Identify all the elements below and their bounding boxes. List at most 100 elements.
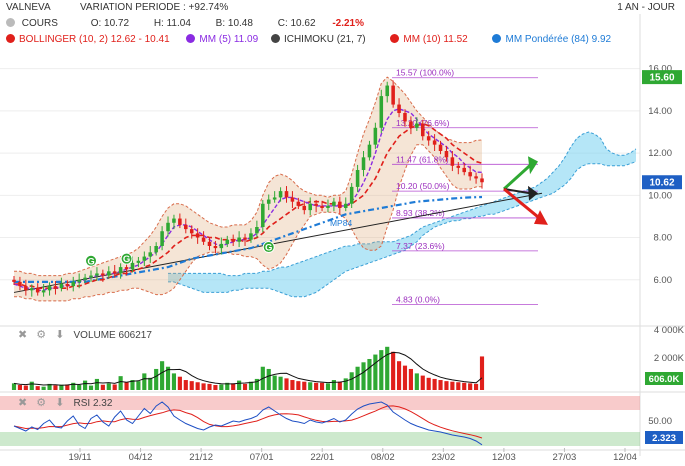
x-tick-label: 23/02 [431,452,455,463]
volume-y-tick: 2 000K [654,353,685,364]
indicator-wma84[interactable]: MM Pondérée (84) 9.92 [492,34,611,45]
candle [136,260,141,263]
candle [349,186,354,204]
volume-bar [47,383,52,390]
volume-bar [420,375,425,390]
volume-bar [118,376,123,390]
volume-bar [35,386,40,390]
volume-bar [201,383,206,390]
header-variation: VARIATION PERIODE : +92.74% [80,2,229,13]
candle [154,246,158,253]
volume-bar [432,378,437,390]
volume-bar [59,384,64,390]
volume-bar [314,382,319,390]
change-value: -2.21% [332,18,364,29]
indicator-legend: BOLLINGER (10, 2) 12.62 - 10.41 MM (5) 1… [6,34,611,45]
volume-bar [254,378,259,390]
rsi-y-tick: 50.00 [648,416,672,427]
candle [142,256,147,261]
rsi-signal-line [13,405,483,439]
trend-arrow-up-head [528,156,538,175]
y-tick-label: 12.00 [648,148,672,159]
signal-badge [85,254,98,267]
arrow-down-icon[interactable]: ⬇ [55,397,65,409]
volume-bar [242,383,248,390]
candle [355,170,360,187]
candle [320,205,324,208]
fibonacci-label: 10.20 (50.0%) [396,181,450,191]
signal-badge-label: G [265,243,272,254]
candle [249,233,253,240]
close-icon[interactable]: ✖ [18,329,28,341]
candle [468,172,472,177]
candle [278,191,283,198]
volume-bar [396,361,402,390]
volume-last-text: 606.0K [649,374,680,385]
candle [29,288,34,291]
indicator-mm5[interactable]: MM (5) 11.09 [186,34,258,45]
candle [255,227,259,234]
gear-icon[interactable]: ⚙ [36,329,47,341]
volume-bar [373,354,378,390]
volume-bar [479,356,485,390]
volume-bar [278,376,283,390]
indicator-bollinger[interactable]: BOLLINGER (10, 2) 12.62 - 10.41 [6,34,170,45]
candle [456,165,461,168]
x-tick-label: 27/03 [553,452,577,463]
x-tick-label: 12/03 [492,452,516,463]
fibonacci-label: 15.57 (100.0%) [396,68,454,78]
candle [18,281,22,287]
gear-icon[interactable]: ⚙ [36,397,47,409]
candle [480,178,484,183]
volume-bar [142,373,147,390]
y-tick-label: 10.00 [648,190,672,201]
bollinger-band-lower [14,144,483,302]
candle [219,243,224,249]
volume-bar [130,380,135,390]
volume-bar [290,380,295,390]
volume-bar [189,381,194,390]
volume-bar [53,385,58,390]
volume-bar [450,381,455,390]
candle [426,136,431,141]
indicator-ichimoku[interactable]: ICHIMOKU (21, 7) [270,34,366,45]
candle [397,104,401,113]
candle [184,224,188,230]
candle [474,176,478,179]
volume-bar [77,385,82,390]
candle [338,201,342,208]
candle [35,288,40,293]
volume-bar [231,383,236,390]
close-icon[interactable]: ✖ [18,397,28,409]
rsi-last-text: 2.323 [652,433,676,444]
volume-bar [88,385,94,390]
ichimoku-cloud-lower [168,161,637,298]
cours-row: COURS O: 10.72 H: 11.04 B: 10.48 C: 10.6… [6,18,364,29]
period-label[interactable]: 1 AN - JOUR [617,2,675,13]
trend-arrow-flat [503,188,531,195]
bollinger-dot-icon [6,34,15,43]
rsi-label: RSI 2.32 [73,398,113,409]
volume-bar [225,382,230,390]
y-tick-label: 16.00 [648,64,672,75]
volume-bar [183,380,188,390]
candle [266,199,271,204]
rsi-line [13,401,483,446]
volume-bar [385,346,390,390]
candle [420,123,425,137]
candle [379,96,384,128]
indicator-mm10[interactable]: MM (10) 11.52 [390,34,468,45]
candle [207,241,212,246]
volume-bar [355,366,360,390]
candle [71,281,76,287]
candle [284,191,289,198]
candle [231,239,235,242]
candle [462,167,467,173]
candle [166,222,170,232]
signal-badge [120,252,133,265]
arrow-down-icon[interactable]: ⬇ [55,329,65,341]
x-tick-label: 04/12 [129,452,153,463]
volume-average-line [13,351,483,386]
ichimoku-cloud [168,132,636,297]
